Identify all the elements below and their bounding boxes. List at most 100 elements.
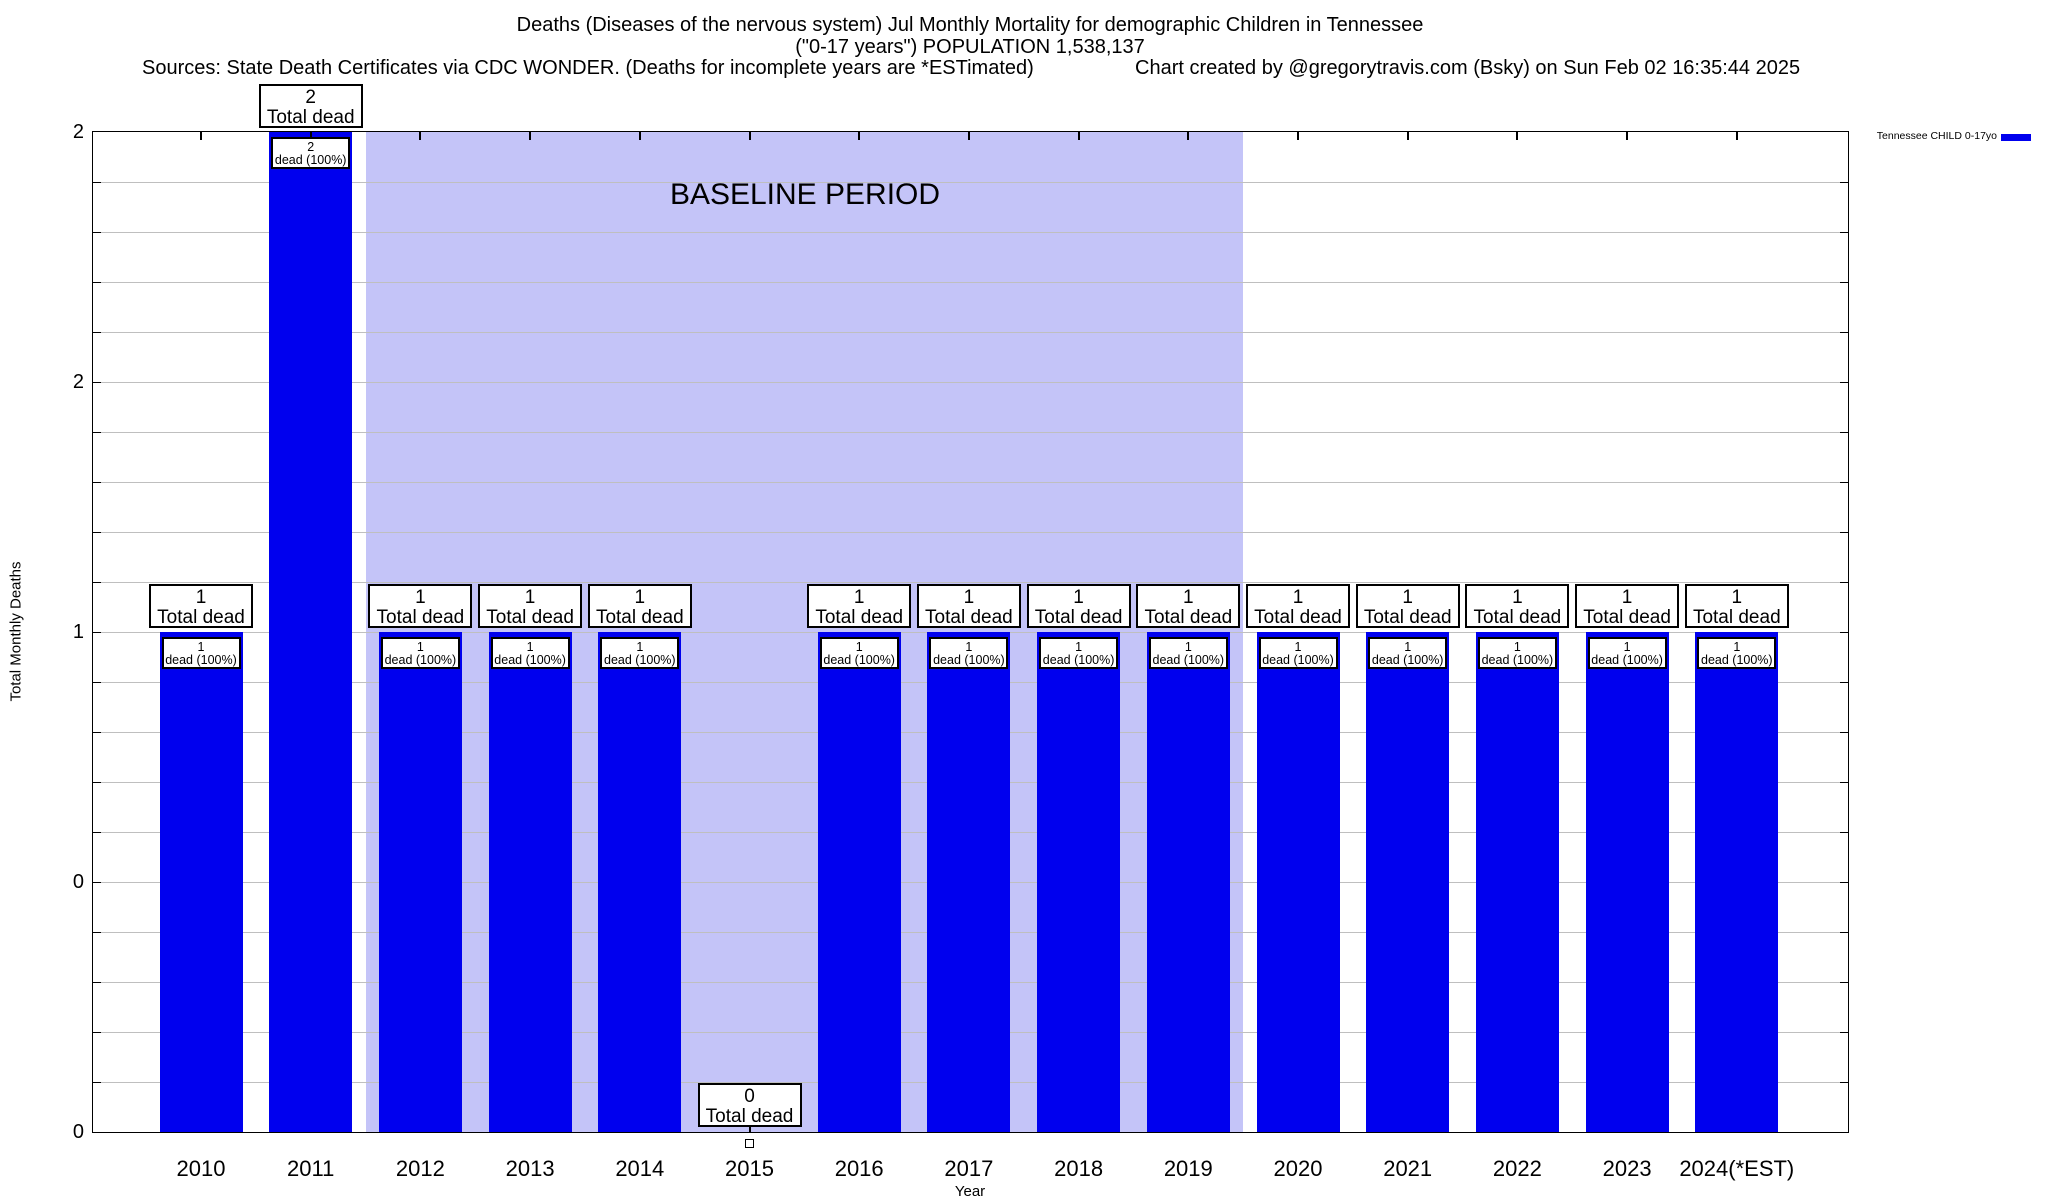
y-tick-left [93, 581, 101, 583]
dead-percent-value: 1 [965, 640, 973, 654]
x-tick-top [529, 132, 532, 140]
y-tick-right [1840, 381, 1848, 383]
y-tick-right [1840, 781, 1848, 783]
chart-credit: Chart created by @gregorytravis.com (Bsk… [1135, 57, 1801, 79]
y-tick-right [1840, 631, 1848, 633]
total-dead-label: Total dead [1254, 607, 1342, 628]
dead-percent-label: dead (100%) [933, 653, 1005, 667]
x-tick-label: 2012 [395, 1156, 445, 1181]
dead-percent-box: 1 dead (100%) [1148, 637, 1228, 669]
y-tick-left [93, 431, 101, 433]
x-tick-label: 2017 [944, 1156, 994, 1181]
y-tick-right [1840, 931, 1848, 933]
y-tick-left [93, 481, 101, 483]
total-dead-label: Total dead [705, 1106, 794, 1127]
total-dead-value: 1 [1402, 587, 1413, 608]
total-dead-label: Total dead [486, 607, 574, 628]
total-dead-value: 1 [524, 587, 536, 608]
bar-2017 [927, 632, 1011, 1132]
total-dead-value: 1 [1731, 587, 1743, 608]
x-tick-label: 2014 [615, 1156, 665, 1181]
dead-percent-label: dead (100%) [1701, 653, 1773, 667]
y-tick-left [93, 181, 101, 183]
total-dead-value: 2 [305, 87, 316, 108]
bar-2013 [488, 632, 572, 1132]
y-tick-right [1840, 481, 1848, 483]
total-dead-label: Total dead [157, 607, 245, 628]
bar-2012 [378, 632, 462, 1132]
dead-percent-box: 1 dead (100%) [1697, 637, 1777, 669]
y-tick-label: 0 [72, 1121, 84, 1143]
bar-2014 [598, 632, 682, 1132]
dead-percent-box: 1 dead (100%) [161, 637, 241, 669]
chart-subtitle: ("0-17 years") POPULATION 1,538,137 [795, 36, 1145, 58]
y-tick-right [1840, 531, 1848, 533]
total-dead-value: 1 [1621, 587, 1633, 608]
dead-percent-box: 1 dead (100%) [490, 637, 570, 669]
y-tick-left [93, 1081, 101, 1083]
y-tick-left [93, 831, 101, 833]
total-dead-value: 1 [195, 587, 207, 608]
x-tick-top [419, 132, 422, 140]
dead-percent-value: 1 [526, 640, 534, 654]
y-tick-right [1840, 431, 1848, 433]
x-tick-top [858, 132, 861, 140]
dead-percent-value: 1 [855, 640, 863, 654]
total-dead-value: 1 [1292, 587, 1304, 608]
total-dead-box: 1 Total dead [1246, 584, 1350, 628]
total-dead-box: 1 Total dead [1136, 584, 1241, 628]
bar-2011 [269, 132, 353, 1132]
y-tick-right [1840, 181, 1848, 183]
dead-percent-label: dead (100%) [1481, 653, 1554, 667]
bar-2019 [1146, 632, 1230, 1132]
dead-percent-box: 1 dead (100%) [1587, 637, 1667, 669]
total-dead-box: 1 Total dead [149, 584, 253, 628]
dead-percent-label: dead (100%) [384, 653, 457, 667]
x-tick-label: 2013 [505, 1156, 555, 1181]
y-tick-label: 0 [72, 871, 84, 893]
total-dead-box: 1 Total dead [587, 584, 692, 628]
x-tick-top [1735, 132, 1738, 140]
x-tick-label: 2016 [834, 1156, 884, 1181]
dead-percent-value: 1 [1075, 640, 1083, 654]
dead-percent-value: 1 [1623, 640, 1631, 654]
total-dead-box: 2 Total dead [258, 84, 363, 128]
dead-percent-box: 1 dead (100%) [1368, 637, 1448, 669]
total-dead-label: Total dead [1473, 607, 1562, 628]
dead-percent-box: 1 dead (100%) [819, 637, 899, 669]
total-dead-label: Total dead [1363, 607, 1452, 628]
dead-percent-label: dead (100%) [1042, 653, 1115, 667]
dead-percent-value: 1 [416, 640, 424, 654]
x-tick-label: 2023 [1602, 1156, 1652, 1181]
total-dead-value: 1 [963, 587, 975, 608]
x-tick-top [309, 132, 312, 140]
total-dead-value: 1 [634, 587, 646, 608]
y-tick-left [93, 681, 101, 683]
x-tick-label: 2018 [1054, 1156, 1104, 1181]
total-dead-box: 1 Total dead [1026, 584, 1131, 628]
bar-2020 [1256, 632, 1340, 1132]
y-axis-title: Total Monthly Deaths [7, 561, 25, 702]
dead-percent-label: dead (100%) [494, 653, 566, 667]
x-tick-label: 2019 [1163, 1156, 1213, 1181]
dead-percent-box: 1 dead (100%) [1039, 637, 1119, 669]
x-tick-label: 2011 [287, 1156, 335, 1181]
y-tick-left [93, 781, 101, 783]
x-tick-top [1406, 132, 1409, 140]
x-tick-label: 2020 [1273, 1156, 1323, 1181]
gridline [93, 331, 1848, 333]
baseline-period-label: BASELINE PERIOD [669, 178, 941, 211]
total-dead-label: Total dead [1583, 607, 1671, 628]
x-axis-title: Year [954, 1183, 986, 1200]
x-tick-top [748, 132, 751, 140]
dead-percent-value: 1 [1513, 640, 1521, 654]
dead-percent-box: 1 dead (100%) [380, 637, 460, 669]
y-tick-right [1840, 281, 1848, 283]
total-dead-label: Total dead [1034, 607, 1123, 628]
y-tick-right [1840, 731, 1848, 733]
y-tick-label: 1 [72, 621, 84, 643]
dead-percent-value: 1 [1733, 640, 1741, 654]
y-tick-right [1840, 1031, 1848, 1033]
dead-percent-label: dead (100%) [1152, 653, 1225, 667]
total-dead-value: 1 [1512, 587, 1523, 608]
